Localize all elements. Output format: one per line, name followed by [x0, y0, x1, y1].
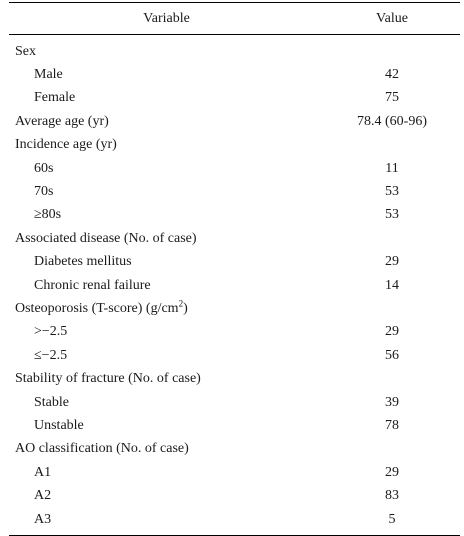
table-body: Sex Male 42 Female 75 Average age (yr) 7…	[9, 35, 460, 535]
row-label: Stable	[34, 394, 69, 410]
row-label: Diabetes mellitus	[34, 254, 132, 270]
row-value: 83	[385, 488, 399, 504]
table-row-a2: A2 83	[9, 484, 460, 507]
row-label: A3	[34, 511, 52, 527]
table-header: Variable Value	[9, 3, 460, 34]
table-row-chronic-renal-failure: Chronic renal failure 14	[9, 274, 460, 297]
header-value: Value	[376, 10, 408, 26]
row-value: 14	[385, 277, 399, 293]
row-label: 70s	[34, 184, 54, 200]
row-label: >−2.5	[34, 324, 68, 340]
row-value: 53	[385, 207, 399, 223]
row-value: 5	[388, 511, 396, 527]
row-value: 29	[385, 254, 399, 270]
row-label-end: )	[183, 300, 188, 316]
row-label: Average age (yr)	[15, 113, 109, 129]
table-row-unstable: Unstable 78	[9, 414, 460, 437]
table-row-tscore-above: >−2.5 29	[9, 321, 460, 344]
table-row-associated-disease: Associated disease (No. of case)	[9, 227, 460, 250]
row-label: A1	[34, 464, 52, 480]
table-row-sex: Sex	[9, 40, 460, 63]
row-label: Associated disease (No. of case)	[15, 230, 197, 246]
row-value: 11	[385, 160, 399, 176]
table-header-rule	[9, 34, 460, 35]
table-row-osteoporosis: Osteoporosis (T-score) (g/cm2)	[9, 297, 460, 320]
row-label: Unstable	[34, 417, 84, 433]
row-label-text: Osteoporosis (T-score) (g/cm	[15, 300, 179, 316]
row-label-superscript: 2	[178, 298, 184, 309]
table-row-diabetes: Diabetes mellitus 29	[9, 251, 460, 274]
row-value: 56	[385, 347, 399, 363]
table-row-average-age: Average age (yr) 78.4 (60-96)	[9, 110, 460, 133]
row-label: ≥80s	[34, 207, 62, 223]
table-row-a3: A3 5	[9, 508, 460, 531]
row-label: Incidence age (yr)	[15, 137, 117, 153]
row-value: 39	[385, 394, 399, 410]
table-top-rule	[9, 2, 460, 3]
row-value: 29	[385, 464, 399, 480]
row-label: Osteoporosis (T-score) (g/cm2)	[9, 298, 324, 317]
table-row-80s-plus: ≥80s 53	[9, 204, 460, 227]
row-label: ≤−2.5	[34, 347, 68, 363]
row-label: Male	[34, 67, 63, 83]
row-label: 60s	[34, 160, 54, 176]
row-label: Sex	[15, 43, 36, 59]
row-value: 29	[385, 324, 399, 340]
table-row-70s: 70s 53	[9, 180, 460, 203]
row-value: 78.4 (60-96)	[357, 113, 427, 129]
row-value: 42	[385, 67, 399, 83]
row-value: 75	[385, 90, 399, 106]
table-row-tscore-below: ≤−2.5 56	[9, 344, 460, 367]
table-row-stability: Stability of fracture (No. of case)	[9, 367, 460, 390]
row-value: 78	[385, 417, 399, 433]
table-row-male: Male 42	[9, 63, 460, 86]
row-label: Chronic renal failure	[34, 277, 151, 293]
row-label: Female	[34, 90, 76, 106]
header-variable: Variable	[143, 10, 190, 26]
table-row-female: Female 75	[9, 87, 460, 110]
table-row-a1: A1 29	[9, 461, 460, 484]
row-label: AO classification (No. of case)	[15, 441, 189, 457]
row-label: A2	[34, 488, 52, 504]
table-row-ao-classification: AO classification (No. of case)	[9, 438, 460, 461]
row-label: Stability of fracture (No. of case)	[15, 371, 201, 387]
table-row-60s: 60s 11	[9, 157, 460, 180]
table-row-stable: Stable 39	[9, 391, 460, 414]
row-value: 53	[385, 184, 399, 200]
table-row-incidence-age: Incidence age (yr)	[9, 134, 460, 157]
data-table: Variable Value Sex Male 42 Female 75 Ave…	[9, 2, 460, 536]
